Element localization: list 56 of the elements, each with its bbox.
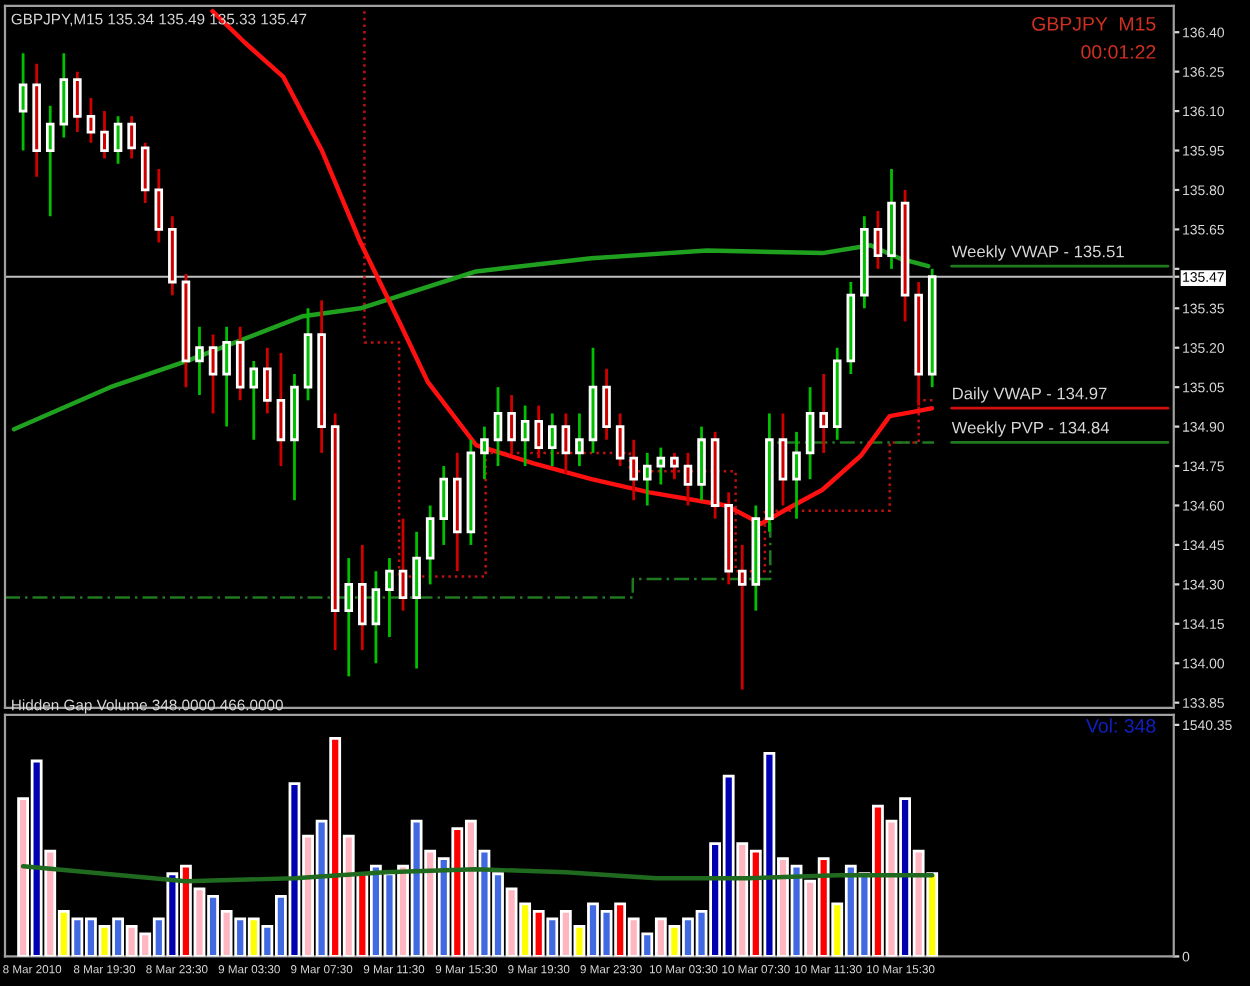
candlestick xyxy=(18,51,28,152)
candlestick xyxy=(425,504,435,586)
annotation: GBPJPY M15 xyxy=(1032,16,1156,31)
candlestick xyxy=(59,51,69,139)
candlestick xyxy=(642,451,652,507)
candlestick xyxy=(439,464,449,547)
candlestick xyxy=(629,438,638,502)
candlestick xyxy=(792,430,801,521)
candlestick xyxy=(873,209,883,271)
candlestick xyxy=(697,425,706,502)
line-series xyxy=(20,864,935,884)
candlestick xyxy=(113,114,123,166)
candlestick xyxy=(561,412,571,476)
candlestick xyxy=(249,359,259,442)
candlestick xyxy=(371,569,381,665)
ref-line-label: Weekly VWAP - 135.51 xyxy=(951,245,1124,261)
candlestick xyxy=(73,70,82,134)
candlestick xyxy=(358,543,367,652)
candlestick xyxy=(656,446,666,486)
candlestick xyxy=(222,325,231,428)
candlestick xyxy=(385,556,394,639)
candlestick xyxy=(575,412,584,468)
candlestick xyxy=(507,393,516,455)
candlestick xyxy=(493,385,503,468)
candlestick xyxy=(398,517,408,613)
candlestick xyxy=(778,412,788,507)
ref-line-label: Weekly PVP - 134.84 xyxy=(951,421,1110,437)
candlestick xyxy=(683,451,693,507)
candlestick xyxy=(263,346,272,415)
line-series xyxy=(210,8,935,527)
annotation: Vol: 348 xyxy=(1086,718,1156,733)
candlestick xyxy=(344,556,354,678)
ref-line-label: Daily VWAP - 134.97 xyxy=(953,387,1107,403)
candlestick xyxy=(548,412,557,468)
candlestick xyxy=(412,530,421,670)
candlestick xyxy=(154,167,164,244)
candlestick xyxy=(86,96,96,145)
annotation: 00:01:22 xyxy=(1081,45,1156,59)
candlestick xyxy=(805,385,815,481)
candlestick xyxy=(235,325,245,402)
candlestick xyxy=(670,451,679,481)
candlestick xyxy=(602,367,611,442)
candlestick xyxy=(819,372,828,455)
candlestick xyxy=(100,109,109,160)
candlestick xyxy=(520,404,530,468)
candlestick xyxy=(127,114,136,160)
line-series xyxy=(11,242,931,432)
candlestick xyxy=(208,333,218,415)
candlestick xyxy=(140,141,150,205)
candlestick xyxy=(534,404,543,460)
candlestick xyxy=(480,425,489,481)
candlestick xyxy=(45,104,55,218)
candlestick xyxy=(737,543,747,691)
candlestick xyxy=(195,325,204,397)
candlestick xyxy=(615,412,625,468)
candlestick xyxy=(276,351,286,468)
